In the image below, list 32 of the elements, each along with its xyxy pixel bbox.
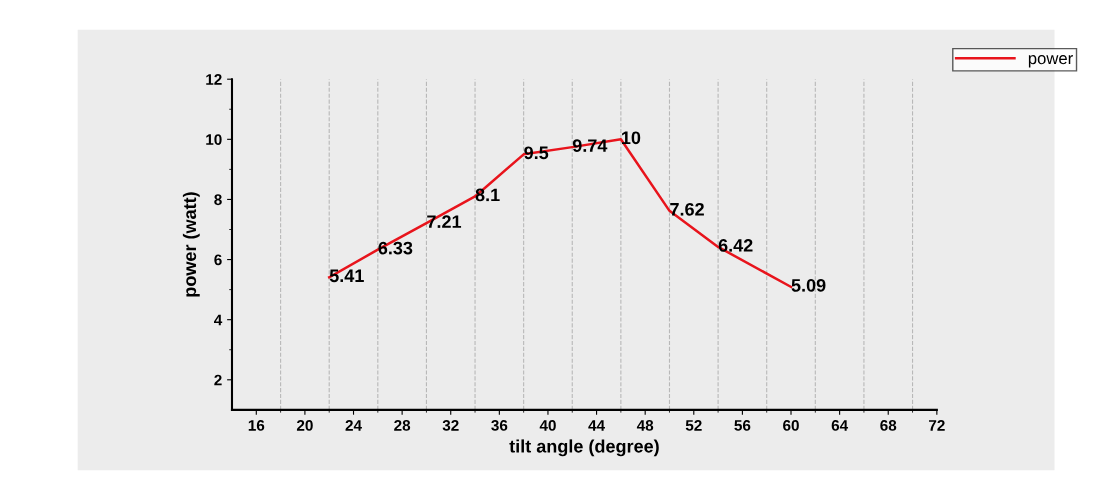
x-tick-label: 24 <box>345 419 362 431</box>
y-axis-title: power (watt) <box>182 192 200 297</box>
x-tick-label: 52 <box>685 419 702 431</box>
x-tick-label: 16 <box>248 419 265 431</box>
x-tick-label: 64 <box>831 419 849 431</box>
x-tick-label: 28 <box>394 419 411 431</box>
data-label: 7.21 <box>427 215 462 228</box>
y-tick-label: 12 <box>206 74 222 85</box>
data-label: 7.62 <box>670 202 704 216</box>
y-tick-label: 8 <box>214 194 222 206</box>
x-tick-label: 68 <box>880 419 897 431</box>
x-tick-label: 32 <box>442 419 459 431</box>
y-tick-label: 10 <box>206 134 222 146</box>
x-tick-label: 40 <box>539 419 556 431</box>
x-tick-label: 44 <box>588 420 605 431</box>
y-tick-label: 4 <box>214 314 223 326</box>
x-axis-title: tilt angle (degree) <box>509 439 659 457</box>
data-label: 5.41 <box>329 269 364 283</box>
y-tick-label: 6 <box>214 254 222 266</box>
x-tick-label: 36 <box>491 419 508 431</box>
data-label: 6.33 <box>378 241 413 255</box>
x-tick-label: 48 <box>636 419 654 431</box>
x-tick-label: 20 <box>296 419 313 431</box>
data-label: 6.42 <box>718 239 753 252</box>
legend-label: power <box>1028 55 1073 68</box>
data-label: 5.09 <box>791 278 826 292</box>
x-tick-label: 60 <box>783 419 799 431</box>
data-label: 10 <box>622 131 641 145</box>
x-tick-label: 72 <box>929 419 945 431</box>
data-label: 8.1 <box>475 188 500 202</box>
x-tick-label: 56 <box>734 419 751 431</box>
y-tick-label: 2 <box>214 374 222 386</box>
